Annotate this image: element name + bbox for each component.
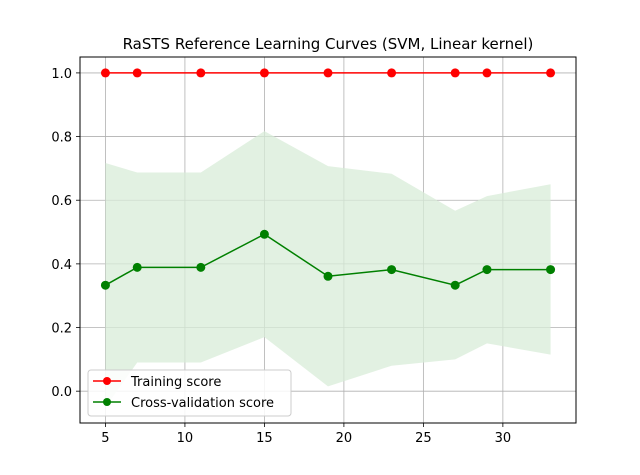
legend-cv-marker — [103, 398, 111, 406]
legend-box — [87, 369, 292, 417]
x-tick-label: 5 — [101, 431, 109, 446]
y-tick-label: 0.4 — [51, 258, 72, 273]
y-tick-label: 1.0 — [51, 67, 72, 82]
cv-score-point — [546, 265, 556, 275]
series-points — [100, 68, 556, 290]
x-tick-label: 30 — [495, 431, 512, 446]
legend-training-marker — [103, 377, 111, 385]
legend-training-label: Training score — [130, 375, 221, 390]
training-score-point — [196, 68, 206, 78]
y-tick-label: 0.0 — [51, 385, 72, 400]
x-tick-label: 20 — [336, 431, 353, 446]
training-score-point — [546, 68, 556, 78]
y-tick-label: 0.2 — [51, 322, 72, 337]
cv-band-area — [105, 131, 551, 408]
cv-score-point — [100, 280, 110, 290]
chart-title: RaSTS Reference Learning Curves (SVM, Li… — [123, 35, 534, 53]
training-score-point — [259, 68, 269, 78]
cv-score-point — [196, 262, 206, 272]
y-axis-ticks: 0.0 0.2 0.4 0.6 0.8 1.0 — [51, 67, 80, 400]
y-tick-label: 0.6 — [51, 194, 72, 209]
x-tick-label: 10 — [177, 431, 194, 446]
cv-score-point — [450, 280, 460, 290]
legend: Training score Cross-validation score — [87, 369, 292, 417]
cv-score-point — [482, 265, 492, 275]
x-tick-label: 25 — [415, 431, 432, 446]
training-score-point — [323, 68, 333, 78]
cv-std-band — [105, 131, 551, 408]
training-score-point — [100, 68, 110, 78]
cv-score-point — [323, 271, 333, 281]
cv-score-point — [387, 265, 397, 275]
training-score-point — [482, 68, 492, 78]
cv-score-point — [132, 262, 142, 272]
x-axis-ticks: 5 10 15 20 25 30 — [101, 423, 511, 446]
x-tick-label: 15 — [256, 431, 273, 446]
training-score-point — [132, 68, 142, 78]
training-score-point — [450, 68, 460, 78]
y-tick-label: 0.8 — [51, 131, 72, 146]
training-score-point — [387, 68, 397, 78]
plot-frame — [79, 56, 577, 424]
cv-score-point — [259, 229, 269, 239]
legend-cv-label: Cross-validation score — [131, 396, 274, 411]
